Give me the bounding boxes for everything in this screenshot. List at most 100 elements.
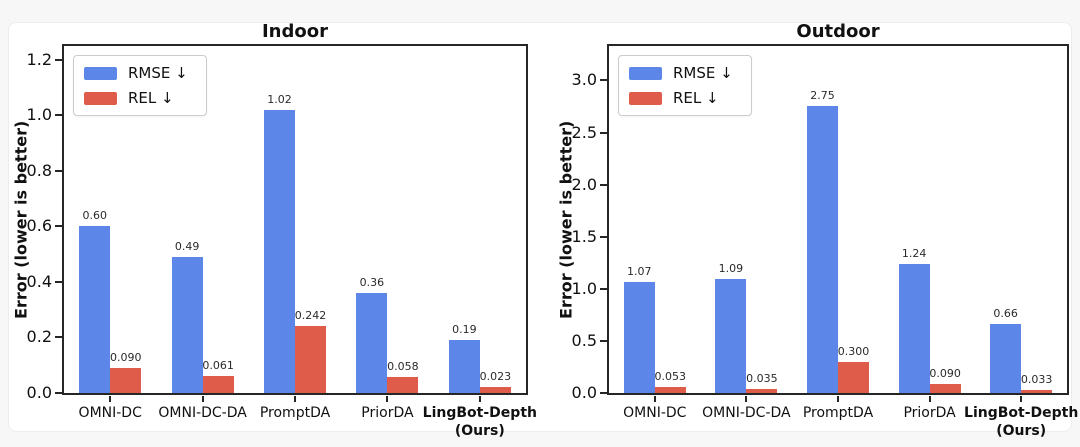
category-group: 2.75 0.300 PromptDA [792, 46, 884, 421]
y-tick-label: 0.8 [26, 160, 52, 180]
bar-pair: 1.09 0.035 [715, 46, 778, 393]
rel-legend-swatch [84, 91, 117, 105]
y-tick-label: 0.5 [571, 330, 597, 350]
bar-pair: 0.66 0.033 [990, 46, 1052, 393]
y-tick-mark [55, 280, 62, 283]
y-tick-label: 1.0 [571, 278, 597, 298]
category-group: 0.19 0.023 LingBot-Depth (Ours) [423, 46, 537, 439]
y-tick-mark [600, 339, 607, 342]
rmse-bar: 0.49 [171, 240, 203, 393]
y-tick-label: 1.5 [571, 226, 597, 246]
outdoor-chart-title: Outdoor [796, 21, 880, 42]
y-tick-label: 0.2 [26, 327, 52, 347]
x-tick-mark [201, 396, 204, 402]
y-tick-label: 1.2 [26, 49, 52, 69]
x-tick-label-line: PriorDA [361, 405, 414, 421]
bar-value-label: 0.053 [654, 370, 687, 384]
category-group: 1.02 0.242 PromptDA [249, 46, 341, 421]
bar-value-label: 1.24 [901, 246, 927, 260]
x-tick-label: PromptDA [803, 404, 873, 422]
x-tick-label-line: OMNI-DC-DA [158, 405, 247, 421]
bar-value-label: 0.090 [109, 351, 142, 365]
bar-value-label: 0.242 [294, 308, 327, 322]
bar-value-label: 0.60 [82, 209, 107, 223]
y-tick-label: 3.0 [571, 70, 597, 90]
indoor-chart-title: Indoor [261, 21, 328, 42]
x-tick-label: OMNI-DC [79, 404, 142, 422]
bar-pair: 1.24 0.090 [898, 46, 961, 393]
x-tick-label-line: PriorDA [903, 405, 956, 421]
bar-value-label: 0.061 [202, 359, 234, 373]
y-tick-mark [55, 169, 62, 172]
indoor-legend: RMSE ↓ REL ↓ [73, 55, 207, 116]
outdoor-plot-area: Outdoor Error (lower is better) 0.0 0.5 1.… [557, 21, 1079, 439]
bar-value-label: 0.49 [174, 239, 200, 253]
legend-item: RMSE ↓ [629, 64, 733, 82]
x-tick-label: PriorDA [361, 404, 413, 422]
category-group: 0.36 0.058 PriorDA [341, 46, 433, 421]
category-group: 1.07 0.053 OMNI-DC [609, 46, 701, 421]
bar-value-label: 1.09 [718, 262, 744, 276]
x-tick-label: LingBot-Depth (Ours) [964, 404, 1078, 440]
figure-card: Indoor Error (lower is better) 0.0 0.2 0.4… [8, 21, 1079, 439]
rel-bar: 0.058 [387, 360, 419, 393]
y-tick-mark [600, 287, 607, 290]
rmse-bar: 1.09 [715, 262, 747, 393]
x-tick-mark [745, 396, 748, 402]
legend-label: REL ↓ [128, 89, 174, 107]
rel-bar: 0.035 [746, 372, 778, 393]
bar-value-label: 0.300 [837, 344, 870, 358]
x-tick-label: PriorDA [903, 404, 955, 422]
y-tick-label: 0.0 [26, 383, 52, 402]
y-tick-mark [600, 183, 607, 186]
x-tick-label-line: PromptDA [802, 405, 874, 421]
rmse-bar: 2.75 [806, 89, 838, 393]
bar-pair: 1.02 0.242 [264, 46, 326, 393]
rel-bar: 0.061 [202, 359, 234, 393]
legend-item: REL ↓ [84, 89, 188, 107]
x-tick-label: OMNI-DC-DA [702, 404, 790, 422]
legend-item: REL ↓ [629, 89, 733, 107]
y-tick-label: 2.0 [571, 174, 597, 194]
y-tick-label: 2.5 [571, 122, 597, 142]
legend-item: RMSE ↓ [84, 64, 188, 82]
bar-pair: 1.07 0.053 [623, 46, 687, 393]
x-tick-label-line: OMNI-DC [623, 405, 687, 421]
rel-bar: 0.033 [1021, 373, 1052, 393]
rmse-bar: 0.19 [448, 323, 480, 393]
bar-pair: 0.19 0.023 [448, 46, 511, 393]
rmse-bar: 0.60 [79, 209, 111, 393]
rmse-bar: 1.02 [264, 93, 296, 393]
rel-bar: 0.300 [838, 345, 869, 393]
bar-value-label: 0.66 [993, 307, 1018, 321]
bar-value-label: 2.75 [810, 89, 835, 103]
x-tick-mark [836, 396, 839, 402]
y-tick-mark [600, 392, 607, 394]
bar-value-label: 0.058 [387, 359, 419, 373]
outdoor-legend: RMSE ↓ REL ↓ [618, 55, 752, 116]
x-tick-label-subline: (Ours) [996, 423, 1047, 440]
rel-bar: 0.090 [110, 351, 141, 393]
x-tick-mark [294, 396, 297, 402]
y-tick-label: 0.0 [571, 383, 597, 402]
category-group: 1.24 0.090 PriorDA [884, 46, 976, 421]
legend-label: RMSE ↓ [128, 64, 188, 82]
bar-pair: 2.75 0.300 [806, 46, 869, 393]
y-tick-mark [55, 58, 62, 61]
bar-value-label: 0.035 [746, 372, 778, 386]
indoor-plot-area: Indoor Error (lower is better) 0.0 0.2 0.4… [12, 21, 537, 439]
bar-value-label: 1.07 [627, 264, 652, 278]
y-tick-mark [55, 114, 62, 117]
category-group: 0.66 0.033 LingBot-Depth (Ours) [964, 46, 1078, 439]
category-group: 0.49 0.061 OMNI-DC-DA [156, 46, 248, 421]
outdoor-bar-groups: 1.07 0.053 OMNI-DC 1.09 0.035 OMNI-DC-DA 2.75 0… [609, 46, 1078, 439]
rmse-bar: 0.36 [356, 276, 388, 393]
x-tick-label: PromptDA [260, 404, 330, 422]
y-tick-mark [55, 225, 62, 228]
x-tick-mark [653, 396, 656, 402]
x-tick-mark [1020, 396, 1023, 402]
x-tick-label-line: OMNI-DC [78, 405, 142, 421]
rel-bar: 0.242 [295, 309, 326, 393]
y-tick-mark [600, 131, 607, 134]
bar-value-label: 0.033 [1020, 372, 1053, 386]
